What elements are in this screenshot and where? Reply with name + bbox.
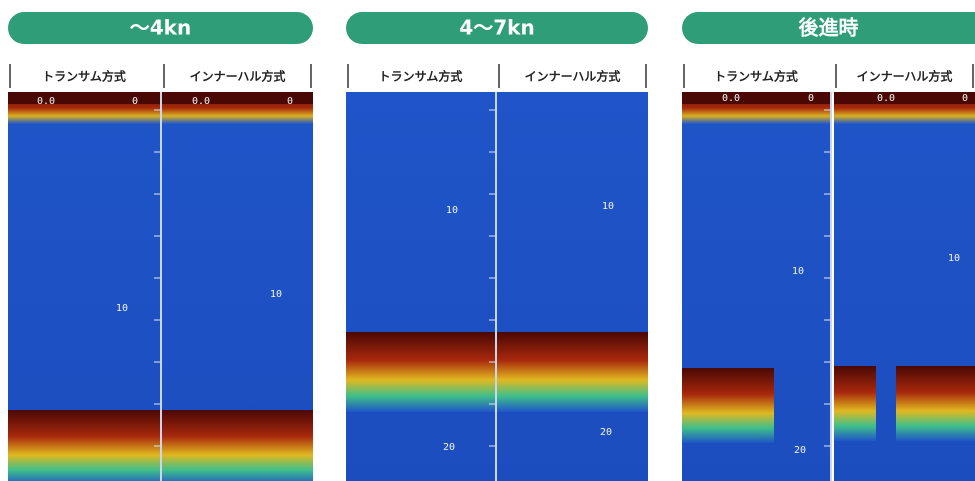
seabed-echo	[682, 368, 774, 443]
depth-label: 20	[600, 427, 612, 438]
depth-label: 10	[446, 205, 458, 216]
figure: ～4kn トランサム方式 0.0 0 10 インナーハル方式 0.0 0 10 4～7kn トランサ…	[0, 0, 975, 481]
depth-label: 0.0	[192, 96, 210, 107]
column-label: トランサム方式	[42, 69, 126, 84]
depth-label: 10	[270, 289, 282, 300]
sonar-water	[346, 92, 495, 481]
comparison: ～4kn トランサム方式 0.0 0 10 インナーハル方式 0.0 0 10 4～7kn トランサ…	[8, 12, 975, 481]
depth-label: 20	[794, 445, 806, 456]
depth-label: 10	[948, 253, 960, 264]
depth-label: 0.0	[37, 96, 55, 107]
column-label: インナーハル方式	[525, 69, 621, 84]
seabed-echo	[162, 410, 313, 481]
depth-label: 0	[132, 96, 138, 107]
column-label: インナーハル方式	[190, 69, 286, 84]
seabed-echo	[497, 332, 648, 412]
depth-label: 20	[443, 442, 455, 453]
depth-label: 10	[792, 266, 804, 277]
depth-label: 10	[602, 201, 614, 212]
header-title: 後進時	[799, 16, 859, 40]
header-title: ～4kn	[130, 16, 191, 40]
header-title: 4～7kn	[459, 16, 534, 40]
column-label: トランサム方式	[714, 69, 798, 84]
seabed-echo	[8, 410, 160, 481]
depth-label: 0.0	[722, 93, 740, 104]
depth-label: 0	[962, 93, 968, 104]
surface-top	[834, 92, 975, 104]
sonar-water	[497, 92, 648, 481]
depth-label: 0	[287, 96, 293, 107]
seabed-echo	[346, 332, 495, 412]
depth-label: 0	[808, 93, 814, 104]
depth-label: 10	[116, 303, 128, 314]
seabed-echo	[896, 366, 975, 441]
seabed-echo	[834, 366, 876, 441]
column-label: トランサム方式	[379, 69, 463, 84]
depth-label: 0.0	[877, 93, 895, 104]
column-label: インナーハル方式	[857, 69, 953, 84]
